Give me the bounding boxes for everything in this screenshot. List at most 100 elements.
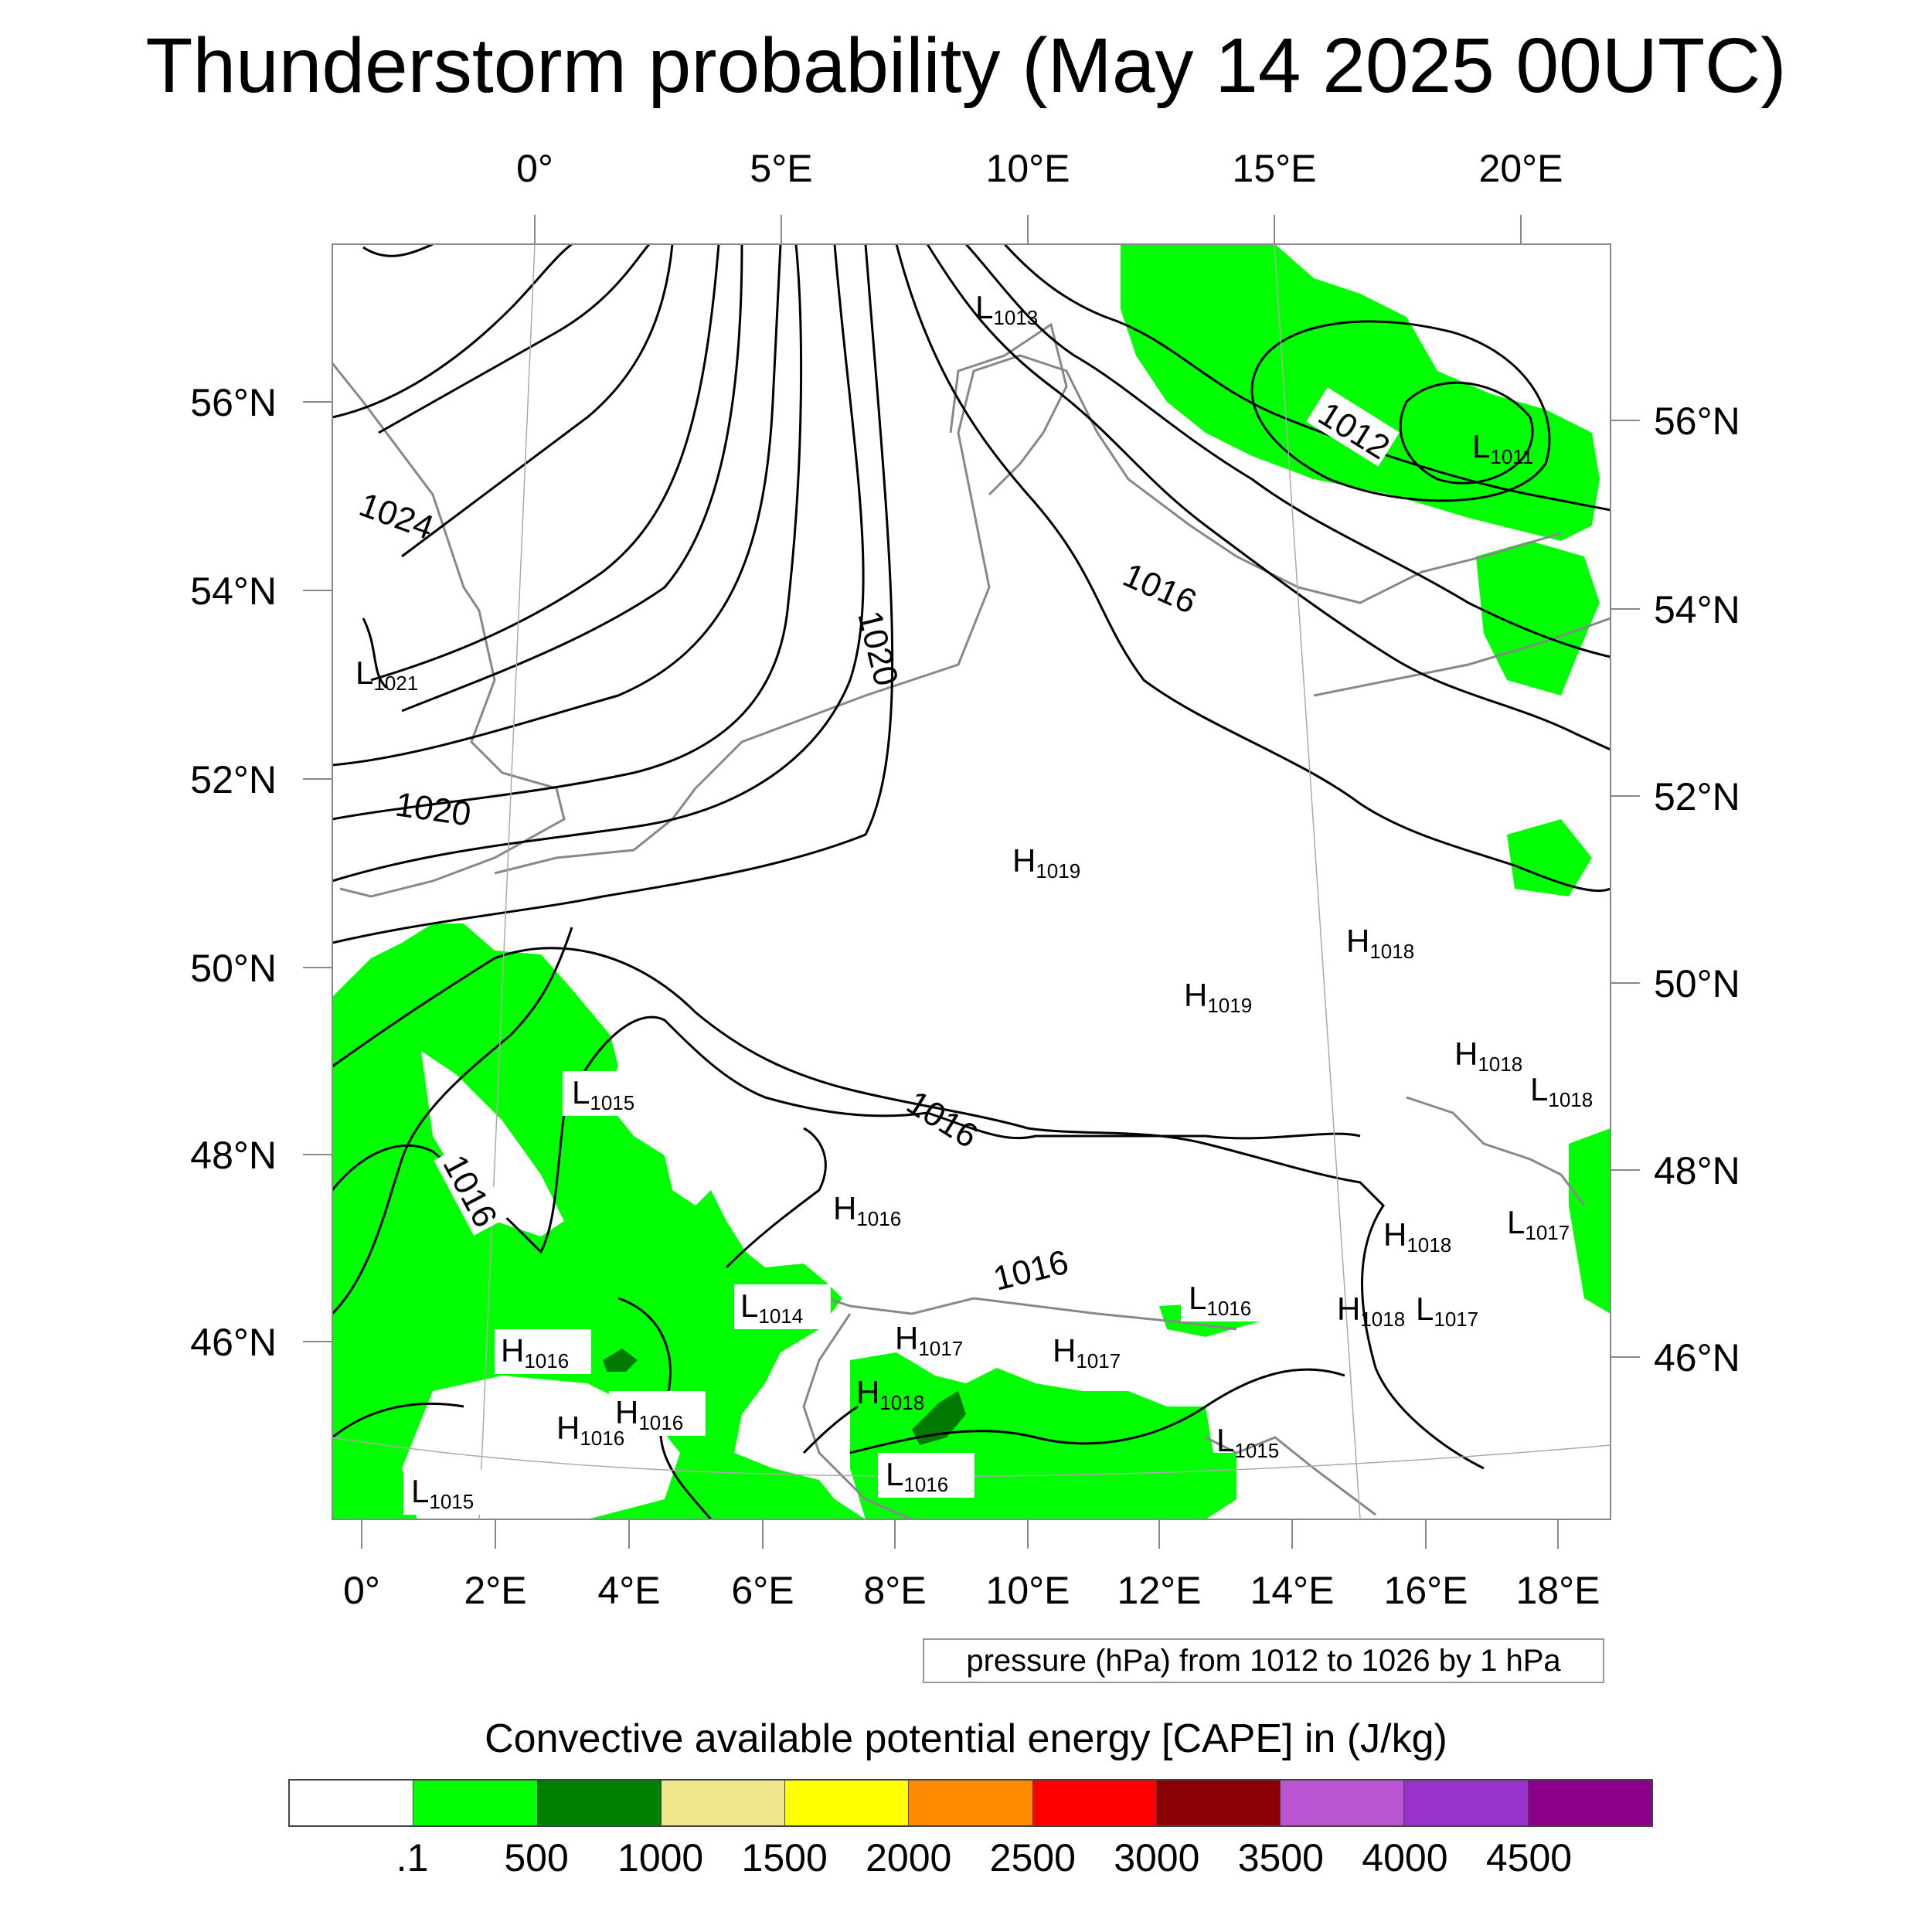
isobar [964, 244, 1611, 658]
isobar-label: 1020 [850, 607, 905, 690]
pressure-center: H1016 [833, 1190, 901, 1230]
coast-italy [802, 1313, 913, 1519]
right-lat-label: 48°N [1654, 1149, 1740, 1192]
pressure-center: H1016 [609, 1391, 706, 1436]
pressure-center: H1018 [1337, 1291, 1405, 1331]
top-lon-labels: 0° 5°E 10°E 15°E 20°E [516, 147, 1563, 190]
isobar [401, 244, 674, 558]
top-lon-label: 15°E [1233, 147, 1317, 190]
isobar-label: 1024 [355, 485, 439, 547]
left-lat-label: 52°N [190, 758, 277, 801]
colorbar [288, 1779, 1653, 1827]
isobar [725, 1127, 827, 1269]
tick-marks [303, 215, 1640, 1549]
pressure-center: L1021 [355, 655, 418, 695]
svg-text:L1011: L1011 [1472, 428, 1533, 468]
svg-text:L1015: L1015 [411, 1473, 474, 1513]
colorbar-swatch [1156, 1781, 1281, 1825]
right-lat-label: 54°N [1654, 588, 1740, 631]
isobar-label: 1020 [393, 785, 474, 833]
isobar [802, 1405, 859, 1454]
isobar [332, 244, 803, 821]
cape-high-spot-alps [912, 1391, 966, 1445]
isobar [332, 244, 894, 944]
isobar [926, 244, 1611, 751]
svg-text:L1013: L1013 [975, 289, 1038, 329]
top-lon-label: 10°E [986, 147, 1070, 190]
isobar-low-ne-inner [1399, 381, 1534, 485]
svg-text:L1021: L1021 [355, 655, 418, 695]
svg-text:H1018: H1018 [1337, 1291, 1405, 1331]
right-lat-label: 56°N [1654, 400, 1740, 443]
colorbar-label: .1 [396, 1836, 429, 1879]
bottom-lon-label: 4°E [597, 1569, 660, 1612]
svg-text:H1017: H1017 [895, 1320, 963, 1360]
pressure-center: L1015 [1216, 1422, 1279, 1462]
isobar-label: 1016 [1117, 556, 1202, 621]
pressure-center: L1013 [975, 289, 1038, 329]
isobar-low-ne [1250, 320, 1551, 502]
colorbar-label: 3500 [1237, 1836, 1324, 1879]
svg-text:H1019: H1019 [1184, 977, 1252, 1017]
isobar [332, 1402, 464, 1439]
colorbar-swatch [413, 1781, 538, 1825]
svg-text:L1014: L1014 [740, 1287, 803, 1328]
pressure-center: H1018 [856, 1374, 924, 1414]
svg-text:H1018: H1018 [1346, 923, 1414, 963]
colorbar-label: 1000 [617, 1836, 704, 1879]
cape-high-spot-france [603, 1349, 638, 1372]
svg-text:L1017: L1017 [1507, 1204, 1570, 1244]
isobar-label: 1016 [900, 1083, 985, 1155]
svg-text:H1018: H1018 [1454, 1036, 1522, 1076]
svg-text:H1018: H1018 [1383, 1216, 1451, 1257]
colorbar-label: 2500 [989, 1836, 1076, 1879]
isobar [332, 244, 782, 767]
pressure-center: L1014 [734, 1284, 831, 1329]
colorbar-label: 4500 [1485, 1836, 1573, 1879]
colorbar-swatch [290, 1781, 414, 1825]
pressure-center: H1019 [1012, 842, 1080, 883]
right-lat-label: 50°N [1654, 962, 1740, 1005]
pressure-legend-note: pressure (hPa) from 1012 to 1026 by 1 hP… [923, 1638, 1604, 1683]
cape-gap-central [421, 1051, 564, 1236]
cape-area-east-edge [1569, 1128, 1611, 1314]
colorbar-swatch [909, 1781, 1033, 1825]
svg-text:L1016: L1016 [886, 1456, 948, 1496]
pressure-center: L1018 [1530, 1071, 1593, 1111]
svg-text:H1016: H1016 [833, 1190, 901, 1230]
isobar [332, 244, 573, 419]
cape-area-baltic [1121, 244, 1600, 541]
isobar-uk [362, 617, 388, 689]
isobar [849, 1368, 1345, 1454]
pressure-center: H1018 [1383, 1216, 1451, 1257]
svg-text:H1018: H1018 [856, 1374, 924, 1414]
top-lon-label: 0° [516, 147, 553, 190]
coastlines [332, 322, 1611, 1519]
pressure-center: H1018 [1454, 1036, 1522, 1076]
isobar [401, 244, 743, 713]
coast-denmark [949, 322, 1068, 496]
pressure-center: L1017 [1416, 1291, 1478, 1331]
bottom-lon-label: 8°E [863, 1569, 926, 1612]
pressure-center: L1015 [403, 1470, 488, 1515]
pressure-center: H1017 [1053, 1332, 1121, 1372]
isobar [332, 244, 865, 883]
bottom-lon-label: 0° [343, 1569, 380, 1612]
bottom-lon-label: 18°E [1516, 1569, 1600, 1612]
colorbar-swatch [1032, 1781, 1157, 1825]
coast-adriatic [1205, 1436, 1376, 1516]
isobar [332, 927, 573, 1315]
colorbar-label: 3000 [1114, 1836, 1200, 1879]
right-lat-label: 52°N [1654, 775, 1740, 818]
colorbar-label: 1500 [741, 1836, 828, 1879]
border-alps [803, 1289, 1237, 1331]
map-frame [332, 243, 1611, 1520]
coast-britain [332, 362, 566, 898]
bottom-lon-label: 14°E [1250, 1569, 1335, 1612]
isobar-north-uk [362, 244, 434, 257]
svg-text:H1016: H1016 [615, 1394, 683, 1434]
left-lat-label: 50°N [190, 947, 277, 990]
colorbar-label: 4000 [1362, 1836, 1448, 1879]
left-lat-label: 48°N [190, 1134, 277, 1177]
cape-shading [332, 244, 1611, 1519]
